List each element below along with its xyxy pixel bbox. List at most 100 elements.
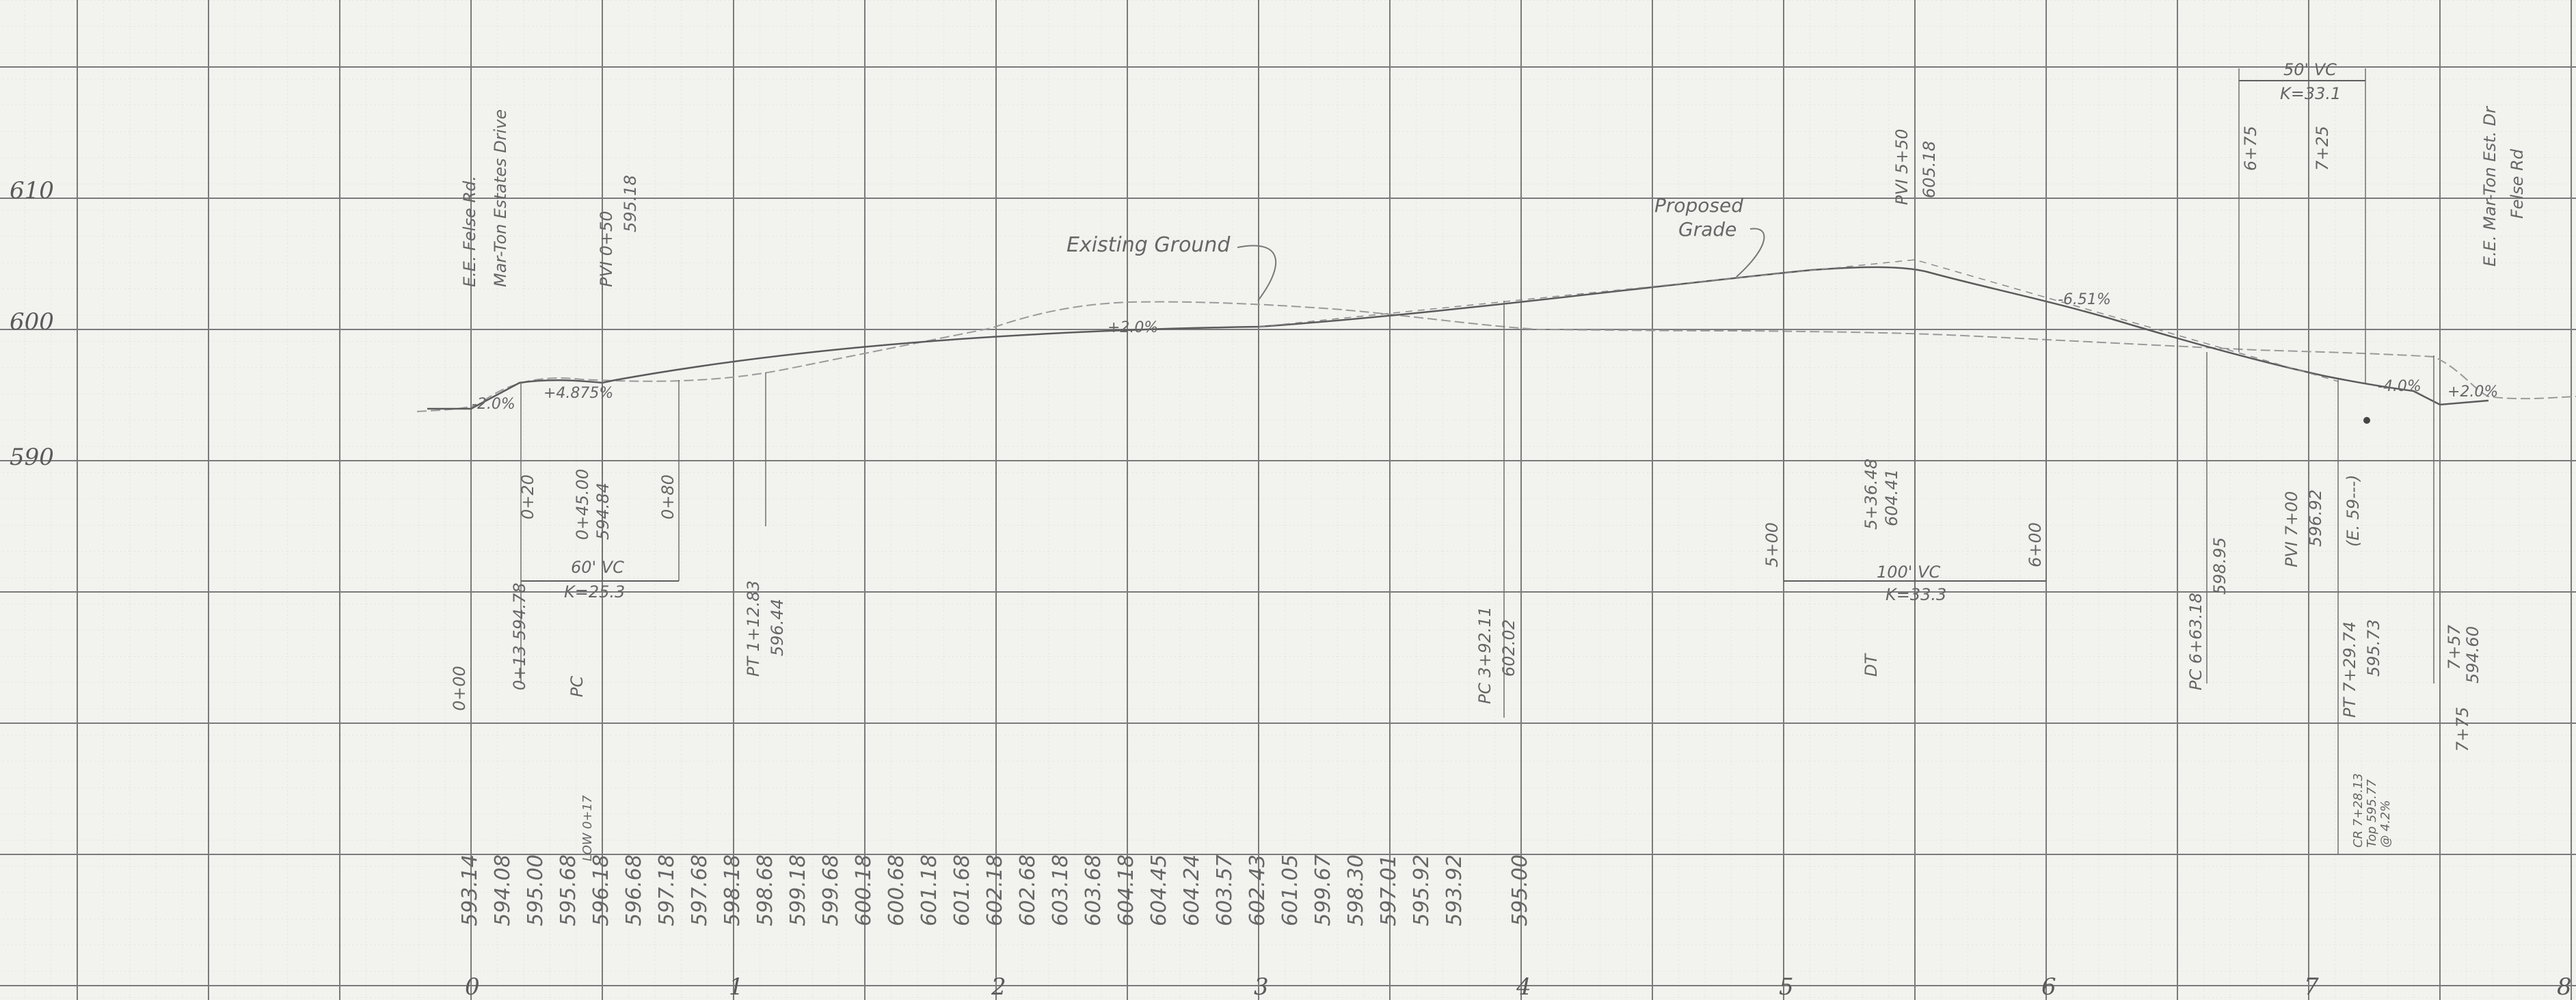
finished-grade-elev-25: 601.05 bbox=[1278, 854, 1302, 926]
finished-grade-elev-31: 595.00 bbox=[1508, 854, 1532, 926]
pc-right-label: PC 6+63.18 bbox=[2186, 593, 2205, 690]
finished-grade-elev-9: 598.68 bbox=[753, 854, 777, 926]
cl-elev-label: (E. 59---) bbox=[2344, 474, 2363, 547]
station-label-2: 2 bbox=[991, 973, 1006, 1000]
sta-536-label: 5+36.48 bbox=[1862, 459, 1881, 530]
pvi-right-label: PVI 7+00 bbox=[2282, 491, 2301, 567]
finished-grade-elev-7: 597.68 bbox=[688, 854, 712, 926]
station-label-1: 1 bbox=[729, 973, 744, 1000]
pvi-left-label: PVI 0+50 bbox=[597, 211, 616, 287]
sta-000-label: 0+00 bbox=[450, 666, 469, 711]
grade-label-neg4: -4.0% bbox=[2378, 378, 2421, 395]
proposed-grade-label-2: Grade bbox=[1678, 218, 1736, 241]
finished-grade-elev-27: 598.30 bbox=[1344, 854, 1368, 926]
sta-013-label: 0+13 594.78 bbox=[510, 582, 529, 690]
station-label-4: 4 bbox=[1516, 973, 1531, 1000]
sta-020-label: 0+20 bbox=[518, 474, 537, 519]
grade-label-plus2-right: +2.0% bbox=[2447, 383, 2498, 401]
finished-grade-elev-29: 595.92 bbox=[1410, 854, 1434, 926]
finished-grade-elev-3: 595.68 bbox=[556, 854, 580, 926]
finished-grade-elev-19: 603.68 bbox=[1082, 854, 1105, 926]
sta-045-label: 0+45.00 bbox=[573, 469, 592, 540]
right-end-note-2: Felse Rd bbox=[2508, 148, 2527, 219]
left-end-note-2: Mar-Ton Estates Drive bbox=[491, 109, 510, 287]
finished-grade-elev-11: 599.68 bbox=[819, 854, 843, 926]
finished-grade-elev-16: 602.18 bbox=[983, 854, 1007, 926]
station-label-7: 7 bbox=[2304, 973, 2319, 1000]
sta-600-label: 6+00 bbox=[2026, 522, 2045, 567]
pvi-mid-elev: 605.18 bbox=[1920, 141, 1939, 198]
existing-ground-leader bbox=[1237, 245, 1276, 301]
sta-536-elev: 604.41 bbox=[1882, 469, 1901, 526]
left-end-note-1: E.E. Felse Rd. bbox=[460, 176, 479, 287]
sta-675-label: 6+75 bbox=[2241, 126, 2260, 171]
finished-grade-elev-6: 597.18 bbox=[655, 854, 679, 926]
station-axis: 0 1 2 3 4 5 6 7 8 bbox=[465, 973, 2572, 1000]
proposed-grade-label-1: Proposed bbox=[1654, 194, 1743, 217]
sta-080-label: 0+80 bbox=[658, 474, 677, 519]
existing-ground-label: Existing Ground bbox=[1066, 233, 1231, 257]
finished-grade-elev-2: 595.00 bbox=[524, 854, 548, 926]
sta-500-label: 5+00 bbox=[1762, 522, 1782, 567]
finished-grade-elev-1: 594.08 bbox=[491, 854, 515, 926]
right-end-note-1: E.E. Mar-Ton Est. Dr bbox=[2480, 105, 2499, 267]
k-mid-label: K=33.3 bbox=[1886, 585, 1946, 604]
proposed-grade-leader bbox=[1736, 228, 1765, 278]
grade-label-left: +4.875% bbox=[544, 385, 613, 402]
sta-775-label: 7+75 bbox=[2453, 707, 2472, 752]
grade-label-neg2: -2.0% bbox=[472, 396, 515, 413]
grade-label-plus2: +2.0% bbox=[1108, 319, 1158, 336]
station-label-3: 3 bbox=[1254, 973, 1269, 1000]
elev-label-610: 610 bbox=[10, 177, 54, 204]
vc-mid-label: 100' VC bbox=[1877, 563, 1940, 582]
sta-757-elev: 594.60 bbox=[2463, 626, 2482, 684]
station-label-5: 5 bbox=[1779, 973, 1794, 1000]
low-right-label-1: CR 7+28.13 bbox=[2351, 773, 2365, 848]
grade-label-neg651: -6.51% bbox=[2058, 291, 2111, 308]
finished-grade-elev-22: 604.24 bbox=[1180, 854, 1204, 926]
finished-grade-elev-8: 598.18 bbox=[721, 854, 744, 926]
pvi-left-elev: 595.18 bbox=[621, 175, 640, 232]
pt-right-label: PT 7+29.74 bbox=[2340, 621, 2359, 718]
vc-left-label: 60' VC bbox=[571, 558, 624, 577]
finished-grade-elevation-row: 593.14 594.08 595.00 595.68 596.18 596.68 597.… bbox=[458, 854, 1532, 926]
pc-mid-elev: 602.02 bbox=[1499, 619, 1518, 677]
sta-045-elev: 594.84 bbox=[593, 483, 613, 540]
tangent-lines bbox=[1258, 259, 2339, 382]
elev-label-600: 600 bbox=[10, 308, 54, 336]
vc-brackets bbox=[521, 80, 2365, 582]
station-label-0: 0 bbox=[465, 973, 480, 1000]
finished-grade-elev-4: 596.18 bbox=[589, 854, 613, 926]
finished-grade-elev-23: 603.57 bbox=[1213, 854, 1237, 926]
finished-grade-elev-14: 601.18 bbox=[917, 854, 941, 926]
finished-grade-elev-12: 600.18 bbox=[852, 854, 876, 926]
dt-mid-label: DT bbox=[1862, 653, 1881, 677]
low-left-label: LOW 0+17 bbox=[580, 795, 595, 861]
pvi-right-elev: 596.92 bbox=[2306, 489, 2325, 547]
finished-grade-elev-30: 593.92 bbox=[1443, 854, 1466, 926]
pt-left-elev: 596.44 bbox=[768, 599, 787, 656]
sta-725-label: 7+25 bbox=[2313, 126, 2332, 171]
pc-right-elev: 598.95 bbox=[2210, 537, 2229, 595]
station-label-6: 6 bbox=[2041, 973, 2056, 1000]
k-left-label: K=25.3 bbox=[564, 582, 625, 602]
finished-grade-elev-24: 602.43 bbox=[1246, 854, 1270, 926]
finished-grade-elev-5: 596.68 bbox=[622, 854, 646, 926]
elev-label-590: 590 bbox=[10, 444, 54, 471]
finished-grade-elev-10: 599.18 bbox=[786, 854, 810, 926]
finished-grade-elev-0: 593.14 bbox=[458, 854, 482, 926]
finished-grade-elev-15: 601.68 bbox=[950, 854, 974, 926]
pc-left-label: PC bbox=[567, 676, 587, 697]
existing-ground-line bbox=[416, 301, 2576, 412]
low-right-label-3: @ 4.2% bbox=[2378, 800, 2393, 848]
finished-grade-elev-17: 602.68 bbox=[1016, 854, 1040, 926]
finished-grade-elev-13: 600.68 bbox=[885, 854, 909, 926]
low-right-label-2: Top 595.77 bbox=[2365, 779, 2379, 848]
k-right-label: K=33.1 bbox=[2280, 84, 2341, 103]
finished-grade-elev-28: 597.01 bbox=[1377, 854, 1401, 926]
station-label-8: 8 bbox=[2557, 973, 2572, 1000]
sta-757-label: 7+57 bbox=[2445, 624, 2464, 670]
